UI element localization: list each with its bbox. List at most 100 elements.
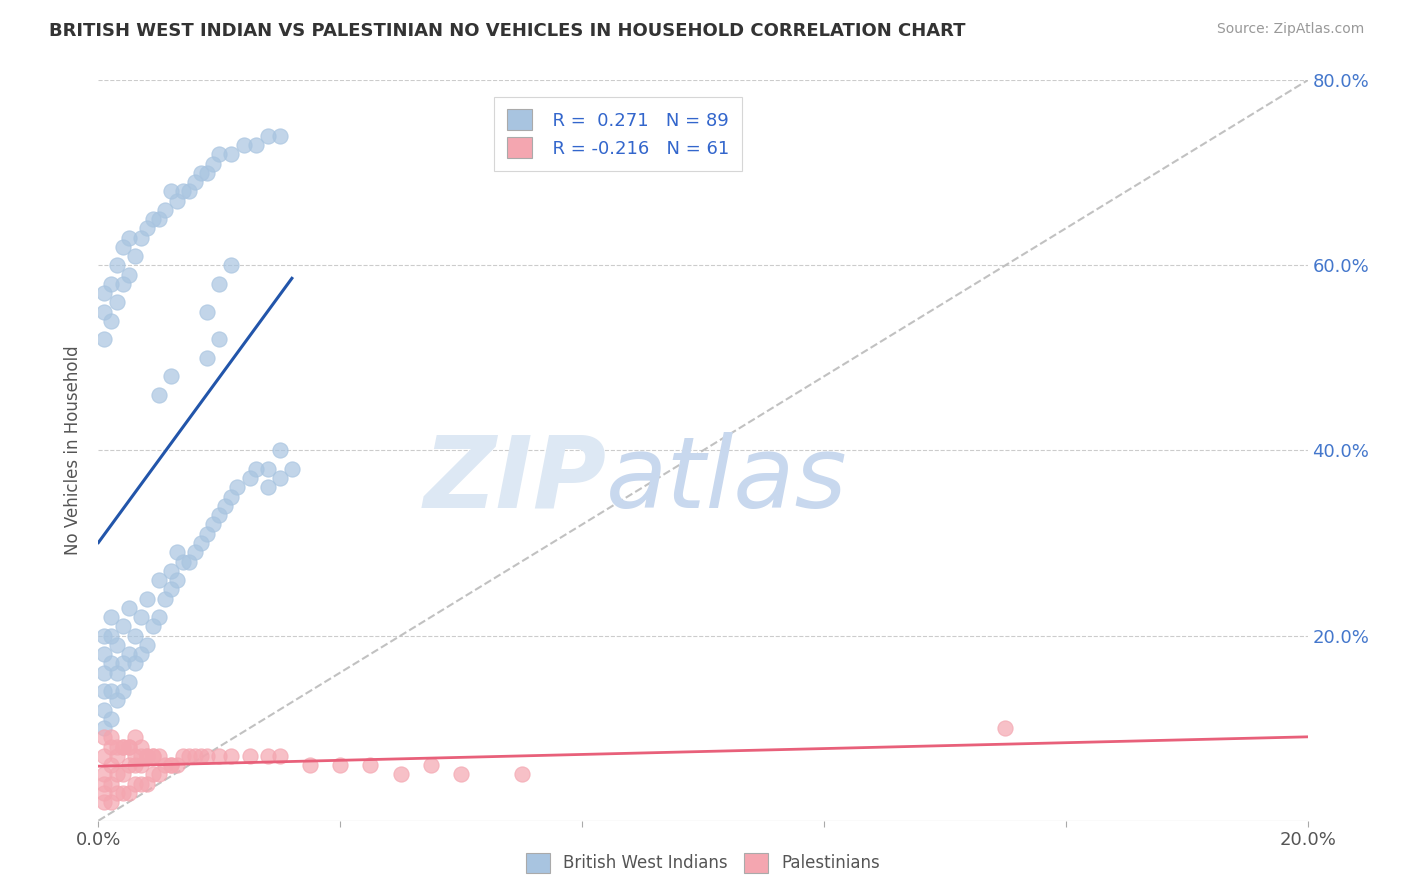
Point bbox=[135, 748, 157, 763]
Point bbox=[135, 776, 157, 791]
Point bbox=[166, 573, 188, 587]
Point bbox=[100, 758, 122, 772]
Point bbox=[148, 748, 170, 763]
Point bbox=[166, 758, 188, 772]
Point bbox=[135, 221, 157, 235]
Point bbox=[111, 739, 134, 754]
Point bbox=[184, 545, 207, 559]
Point bbox=[105, 693, 128, 707]
Point bbox=[118, 647, 141, 661]
Point bbox=[100, 739, 122, 754]
Point bbox=[214, 499, 236, 513]
Point bbox=[208, 332, 231, 346]
Point bbox=[93, 786, 115, 800]
Point bbox=[93, 304, 115, 318]
Point bbox=[450, 767, 472, 781]
Point bbox=[239, 748, 262, 763]
Point bbox=[93, 767, 115, 781]
Point bbox=[124, 249, 146, 263]
Text: atlas: atlas bbox=[606, 432, 848, 529]
Point bbox=[202, 156, 225, 170]
Point bbox=[256, 462, 278, 476]
Point bbox=[93, 721, 115, 735]
Point bbox=[142, 767, 165, 781]
Point bbox=[129, 739, 152, 754]
Point bbox=[994, 721, 1017, 735]
Point bbox=[172, 748, 194, 763]
Point bbox=[124, 628, 146, 642]
Point bbox=[221, 259, 243, 273]
Point bbox=[160, 582, 183, 597]
Point bbox=[93, 748, 115, 763]
Point bbox=[269, 471, 291, 485]
Point bbox=[281, 462, 304, 476]
Point bbox=[100, 795, 122, 809]
Point bbox=[118, 786, 141, 800]
Point bbox=[93, 332, 115, 346]
Point bbox=[510, 767, 533, 781]
Point bbox=[111, 786, 134, 800]
Point bbox=[420, 758, 443, 772]
Point bbox=[160, 369, 183, 384]
Text: ZIP: ZIP bbox=[423, 432, 606, 529]
Point bbox=[118, 230, 141, 244]
Point bbox=[105, 786, 128, 800]
Point bbox=[142, 748, 165, 763]
Point bbox=[124, 731, 146, 745]
Point bbox=[105, 748, 128, 763]
Point bbox=[245, 462, 267, 476]
Point bbox=[129, 610, 152, 624]
Point bbox=[208, 508, 231, 523]
Point bbox=[124, 758, 146, 772]
Point bbox=[93, 647, 115, 661]
Text: Source: ZipAtlas.com: Source: ZipAtlas.com bbox=[1216, 22, 1364, 37]
Point bbox=[160, 184, 183, 198]
Point bbox=[129, 647, 152, 661]
Point bbox=[93, 703, 115, 717]
Point bbox=[118, 739, 141, 754]
Point bbox=[166, 194, 188, 208]
Point bbox=[269, 128, 291, 143]
Point bbox=[172, 184, 194, 198]
Point bbox=[148, 212, 170, 227]
Point bbox=[111, 767, 134, 781]
Point bbox=[195, 304, 218, 318]
Point bbox=[105, 295, 128, 310]
Point bbox=[299, 758, 322, 772]
Point bbox=[172, 554, 194, 569]
Point bbox=[118, 739, 141, 754]
Point bbox=[93, 684, 115, 698]
Point bbox=[111, 240, 134, 254]
Point bbox=[179, 554, 201, 569]
Point bbox=[148, 610, 170, 624]
Point bbox=[190, 748, 212, 763]
Point bbox=[208, 748, 231, 763]
Point bbox=[221, 748, 243, 763]
Point bbox=[100, 314, 122, 328]
Point bbox=[105, 739, 128, 754]
Point bbox=[118, 268, 141, 282]
Point bbox=[100, 628, 122, 642]
Point bbox=[135, 748, 157, 763]
Point bbox=[226, 481, 249, 495]
Point bbox=[329, 758, 352, 772]
Point bbox=[111, 277, 134, 291]
Point bbox=[195, 351, 218, 365]
Point bbox=[100, 610, 122, 624]
Point bbox=[208, 277, 231, 291]
Legend:   R =  0.271   N = 89,   R = -0.216   N = 61: R = 0.271 N = 89, R = -0.216 N = 61 bbox=[495, 96, 742, 171]
Point bbox=[118, 758, 141, 772]
Point bbox=[100, 277, 122, 291]
Legend: British West Indians, Palestinians: British West Indians, Palestinians bbox=[520, 847, 886, 880]
Point bbox=[105, 638, 128, 652]
Point bbox=[124, 657, 146, 671]
Point bbox=[202, 517, 225, 532]
Point bbox=[100, 776, 122, 791]
Point bbox=[111, 619, 134, 633]
Point bbox=[93, 665, 115, 680]
Point bbox=[135, 591, 157, 606]
Point bbox=[129, 776, 152, 791]
Point bbox=[269, 443, 291, 458]
Point bbox=[129, 758, 152, 772]
Point bbox=[195, 526, 218, 541]
